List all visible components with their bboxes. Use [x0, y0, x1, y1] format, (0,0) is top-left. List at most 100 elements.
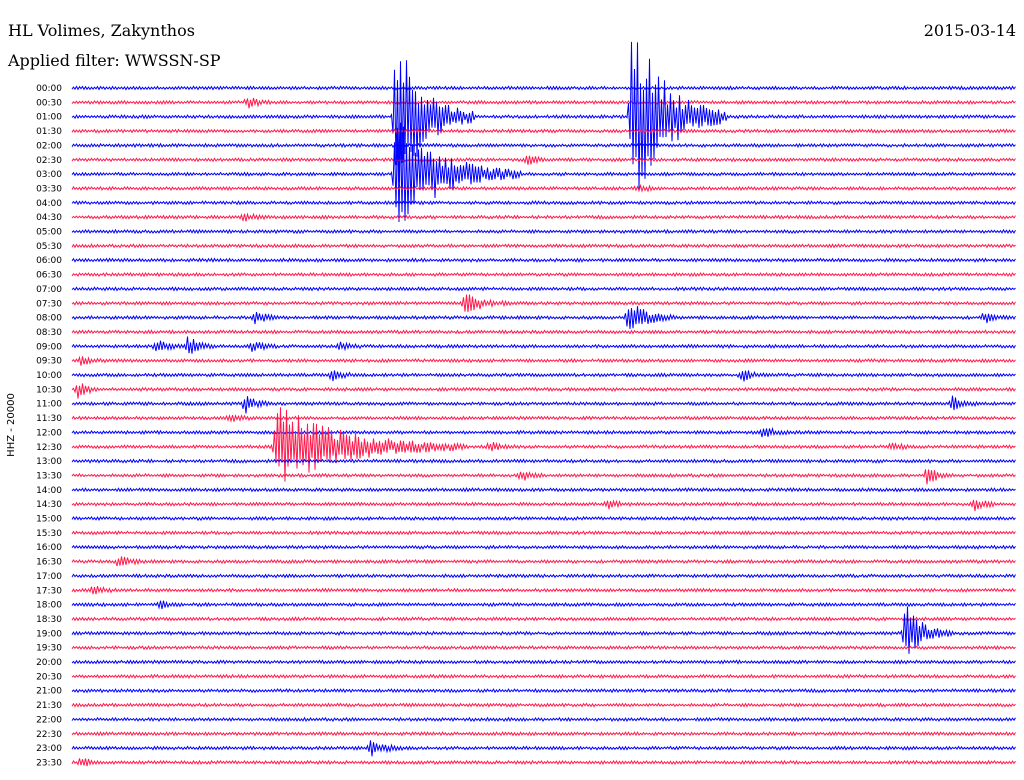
- row-time-label: 21:00: [36, 687, 62, 697]
- trace-line: [71, 644, 1016, 651]
- row-time-label: 13:30: [36, 471, 62, 481]
- trace-line: [71, 128, 1016, 134]
- trace-line: [71, 85, 1016, 91]
- trace-line: [71, 407, 1016, 482]
- trace-line: [71, 212, 1016, 222]
- row-time-label: 23:30: [36, 758, 62, 768]
- row-time-label: 22:00: [36, 715, 62, 725]
- trace-line: [71, 716, 1016, 723]
- row-time-label: 01:00: [36, 113, 62, 123]
- row-time-label: 10:00: [36, 371, 62, 381]
- trace-line: [71, 329, 1016, 335]
- row-time-label: 20:30: [36, 672, 62, 682]
- row-time-label: 18:30: [36, 615, 62, 625]
- row-time-label: 14:00: [36, 486, 62, 496]
- row-time-label: 05:00: [36, 228, 62, 238]
- trace-line: [71, 426, 1016, 438]
- trace-group: [71, 41, 1016, 767]
- row-time-label: 23:00: [36, 744, 62, 754]
- trace-line: [71, 469, 1016, 485]
- row-time-label: 18:00: [36, 601, 62, 611]
- row-time-label: 09:00: [36, 342, 62, 352]
- trace-line: [71, 600, 1016, 610]
- row-time-label: 20:00: [36, 658, 62, 668]
- row-time-label: 06:30: [36, 271, 62, 281]
- row-time-label: 00:00: [36, 84, 62, 94]
- trace-line: [71, 616, 1016, 622]
- filter-label: Applied filter: WWSSN-SP: [8, 51, 221, 70]
- row-time-label: 06:00: [36, 256, 62, 266]
- trace-line: [71, 673, 1016, 680]
- trace-line: [71, 499, 1016, 512]
- trace-line: [71, 122, 1016, 223]
- trace-line: [71, 659, 1016, 665]
- row-time-label: 15:30: [36, 529, 62, 539]
- row-time-label: 02:30: [36, 156, 62, 166]
- trace-line: [71, 740, 1016, 757]
- trace-line: [71, 97, 1016, 109]
- trace-line: [71, 383, 1016, 399]
- row-time-label: 16:30: [36, 558, 62, 568]
- trace-line: [71, 183, 1016, 193]
- trace-line: [71, 306, 1016, 329]
- row-time-label: 19:30: [36, 644, 62, 654]
- row-time-label: 03:00: [36, 170, 62, 180]
- trace-line: [71, 257, 1016, 263]
- row-time-label: 22:30: [36, 730, 62, 740]
- row-time-label: 15:00: [36, 515, 62, 525]
- trace-line: [71, 544, 1016, 550]
- trace-line: [71, 606, 1016, 654]
- trace-line: [71, 370, 1016, 382]
- trace-line: [71, 286, 1016, 292]
- plot-date: 2015-03-14: [923, 21, 1016, 40]
- row-time-label: 02:00: [36, 141, 62, 151]
- row-time-label: 17:00: [36, 572, 62, 582]
- trace-line: [71, 487, 1016, 493]
- trace-line: [71, 41, 1016, 190]
- trace-line: [71, 395, 1016, 414]
- row-time-label: 07:30: [36, 299, 62, 309]
- row-time-label: 13:00: [36, 457, 62, 467]
- row-time-label: 10:30: [36, 385, 62, 395]
- trace-line: [71, 336, 1016, 354]
- row-time-label: 11:30: [36, 414, 62, 424]
- row-time-label: 08:30: [36, 328, 62, 338]
- trace-line: [71, 355, 1016, 366]
- row-time-label: 03:30: [36, 184, 62, 194]
- trace-line: [71, 458, 1016, 464]
- trace-line: [71, 515, 1016, 522]
- trace-line: [71, 271, 1016, 278]
- row-time-label: 09:30: [36, 357, 62, 367]
- trace-line: [71, 155, 1016, 165]
- row-time-label: 05:30: [36, 242, 62, 252]
- trace-line: [71, 556, 1016, 567]
- trace-line: [71, 688, 1016, 694]
- trace-line: [71, 228, 1016, 235]
- station-title: HL Volimes, Zakynthos: [8, 21, 195, 40]
- row-time-label: 16:00: [36, 543, 62, 553]
- row-time-label: 14:30: [36, 500, 62, 510]
- trace-line: [71, 702, 1016, 708]
- row-time-label: 19:00: [36, 629, 62, 639]
- channel-label: HHZ - 20000: [6, 393, 17, 457]
- row-time-label: 11:00: [36, 400, 62, 410]
- time-tick-labels: 00:00 00:30 01:00 01:30 02:00 02:30 03:00 03:30…: [36, 84, 62, 768]
- row-time-label: 12:00: [36, 428, 62, 438]
- trace-line: [71, 243, 1016, 249]
- trace-line: [71, 758, 1016, 767]
- row-time-label: 08:00: [36, 314, 62, 324]
- trace-line: [71, 294, 1016, 313]
- trace-line: [71, 142, 1016, 149]
- trace-line: [71, 530, 1016, 536]
- trace-line: [71, 200, 1016, 206]
- row-time-label: 04:00: [36, 199, 62, 209]
- row-time-label: 21:30: [36, 701, 62, 711]
- row-time-label: 17:30: [36, 586, 62, 596]
- row-time-label: 12:30: [36, 443, 62, 453]
- trace-line: [71, 413, 1016, 423]
- row-time-label: 07:00: [36, 285, 62, 295]
- row-time-label: 00:30: [36, 98, 62, 108]
- row-time-label: 01:30: [36, 127, 62, 137]
- row-time-label: 04:30: [36, 213, 62, 223]
